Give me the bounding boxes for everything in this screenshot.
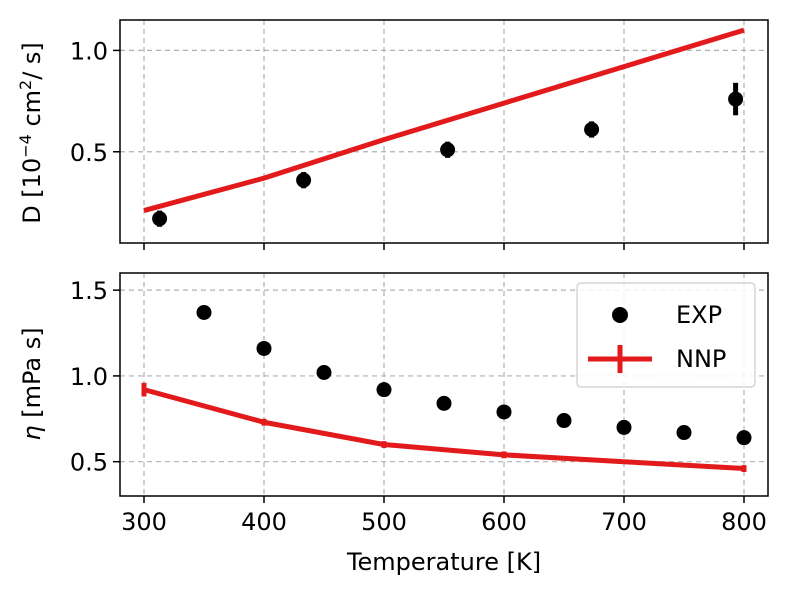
viscosity-ylabel: η [mPa s] — [18, 327, 46, 440]
viscosity-ytick-label-1.5: 1.5 — [70, 277, 108, 305]
viscosity-exp-point-400 — [256, 340, 272, 356]
viscosity-exp-point-550 — [436, 395, 452, 411]
diffusion-exp-point-553 — [440, 142, 456, 158]
diffusion-nnp-line — [143, 27, 745, 213]
diffusion-ylabel: D [10−4 cm2/ s] — [16, 42, 46, 224]
diffusion-ticks: 0.5 1.0 — [70, 37, 745, 250]
legend-exp-marker — [612, 307, 628, 323]
legend-box — [576, 282, 756, 388]
viscosity-ytick-label-0.5: 0.5 — [70, 449, 108, 477]
viscosity-ytick-label-1: 1.0 — [70, 363, 108, 391]
viscosity-panel: 300 400 500 600 700 800 0.5 1.0 1.5 η [mPa s] Te… — [18, 272, 769, 576]
viscosity-axes-frame — [119, 272, 769, 497]
viscosity-nnp-line — [143, 387, 745, 472]
viscosity-exp-point-450 — [316, 364, 332, 380]
xtick-label-800: 800 — [721, 508, 767, 536]
diffusion-axes-frame — [119, 19, 769, 244]
viscosity-exp-point-350 — [196, 304, 212, 320]
xtick-label-700: 700 — [601, 508, 647, 536]
xtick-label-600: 600 — [481, 508, 527, 536]
xtick-label-300: 300 — [121, 508, 167, 536]
diffusion-series — [143, 27, 745, 227]
xaxis-title: Temperature [K] — [346, 548, 541, 576]
diffusion-panel: 0.5 1.0 D [10−4 cm2/ s] — [16, 19, 769, 250]
diffusion-exp-point-673 — [584, 121, 600, 137]
viscosity-exp-point-800 — [736, 430, 752, 446]
viscosity-exp-point-500 — [376, 382, 392, 398]
xtick-label-400: 400 — [241, 508, 287, 536]
diffusion-exp-point-793 — [728, 91, 744, 107]
diffusion-ytick-label-0.5: 0.5 — [70, 139, 108, 167]
viscosity-exp-point-650 — [556, 413, 572, 429]
diffusion-ytick-label-1: 1.0 — [70, 37, 108, 65]
viscosity-exp-point-750 — [676, 425, 692, 441]
diffusion-exp-point-313 — [152, 211, 168, 227]
viscosity-ticks: 300 400 500 600 700 800 0.5 1.0 1.5 — [70, 277, 767, 536]
xtick-label-500: 500 — [361, 508, 407, 536]
legend-nnp-label: NNP — [676, 345, 726, 373]
viscosity-series — [141, 304, 752, 472]
diffusion-exp-point-433 — [296, 172, 312, 188]
legend-exp-label: EXP — [676, 301, 722, 329]
viscosity-exp-point-700 — [616, 419, 632, 435]
legend: EXP NNP — [576, 282, 756, 388]
viscosity-exp-point-600 — [496, 404, 512, 420]
